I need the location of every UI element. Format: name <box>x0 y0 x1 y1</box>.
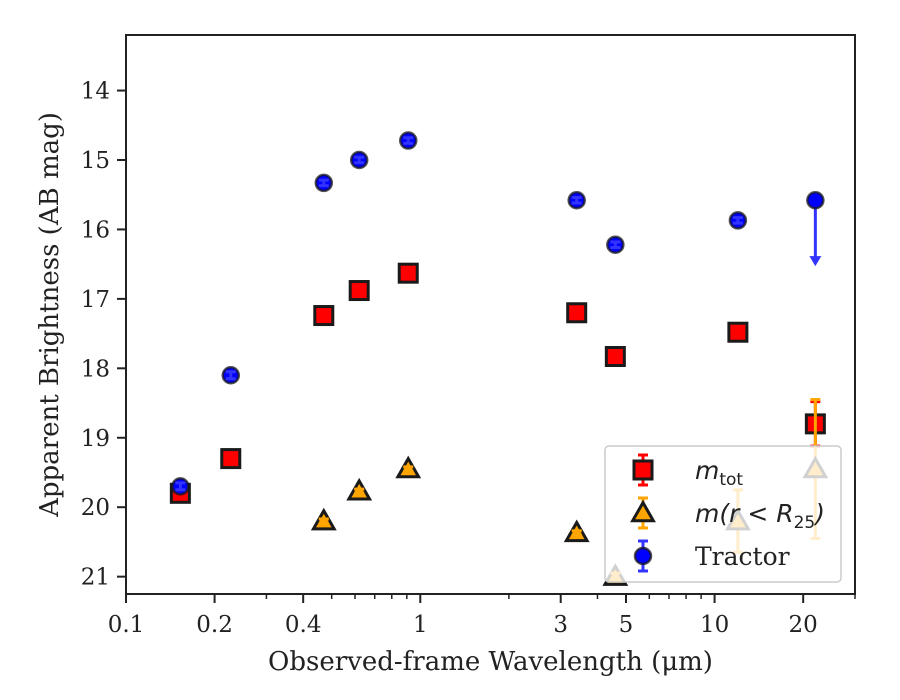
y-tick-label: 15 <box>81 148 110 174</box>
error-bar <box>318 311 329 320</box>
legend-label: mtot <box>695 456 743 490</box>
y-tick-label: 20 <box>81 495 110 521</box>
x-tick-label: 20 <box>789 612 818 638</box>
error-bar <box>403 465 414 473</box>
legend-marker <box>630 499 656 523</box>
error-bar <box>571 309 582 317</box>
x-tick-label: 0.1 <box>108 612 145 638</box>
x-tick-label: 0.4 <box>285 612 322 638</box>
legend-label: Tractor <box>695 542 790 571</box>
error-bar <box>225 370 236 381</box>
upper-limit-arrow <box>809 256 822 267</box>
legend-box <box>604 445 842 583</box>
legend: mtot m(r < R25) Tractor <box>604 445 842 583</box>
error-bar <box>354 487 365 495</box>
x-tick-label: 0.2 <box>196 612 233 638</box>
x-tick-label: 5 <box>619 612 634 638</box>
legend-item-0: mtot <box>632 453 743 490</box>
y-tick-label: 17 <box>81 287 110 313</box>
legend-marker <box>632 459 654 481</box>
legend-item-1: m(r < R25) <box>630 496 825 533</box>
error-bar <box>610 240 621 249</box>
error-bar <box>225 455 236 463</box>
error-bar <box>732 216 743 225</box>
error-bar <box>571 195 582 205</box>
axis-ticks: 0.1 0.2 0.4 1 3 5 10 20 14 15 16 17 18 19 20 21 <box>81 79 856 638</box>
data-point <box>806 191 825 210</box>
x-tick-label: 10 <box>700 612 729 638</box>
legend-label: m(r < R25) <box>695 499 825 533</box>
plot-frame <box>125 34 856 595</box>
x-axis-label: Observed-frame Wavelength (μm) <box>268 647 713 677</box>
error-bar <box>318 178 329 188</box>
error-bar <box>175 481 186 492</box>
y-tick-label: 16 <box>81 217 110 243</box>
legend-item-2: Tractor <box>633 539 790 573</box>
y-tick-label: 19 <box>81 426 110 452</box>
x-tick-label: 3 <box>553 612 568 638</box>
error-bar <box>354 155 365 165</box>
series-2 <box>171 131 825 496</box>
y-tick-label: 18 <box>81 356 110 382</box>
error-bar <box>571 529 582 537</box>
legend-marker <box>633 546 653 566</box>
error-bar <box>354 286 365 295</box>
y-axis-label: Apparent Brightness (AB mag) <box>35 112 65 518</box>
error-bar <box>610 352 621 361</box>
y-tick-label: 14 <box>81 79 110 105</box>
error-bar <box>403 269 414 277</box>
error-bar <box>732 328 743 336</box>
error-bar <box>403 136 414 145</box>
y-tick-label: 21 <box>81 565 110 591</box>
x-tick-label: 1 <box>413 612 428 638</box>
error-bar <box>318 517 329 525</box>
